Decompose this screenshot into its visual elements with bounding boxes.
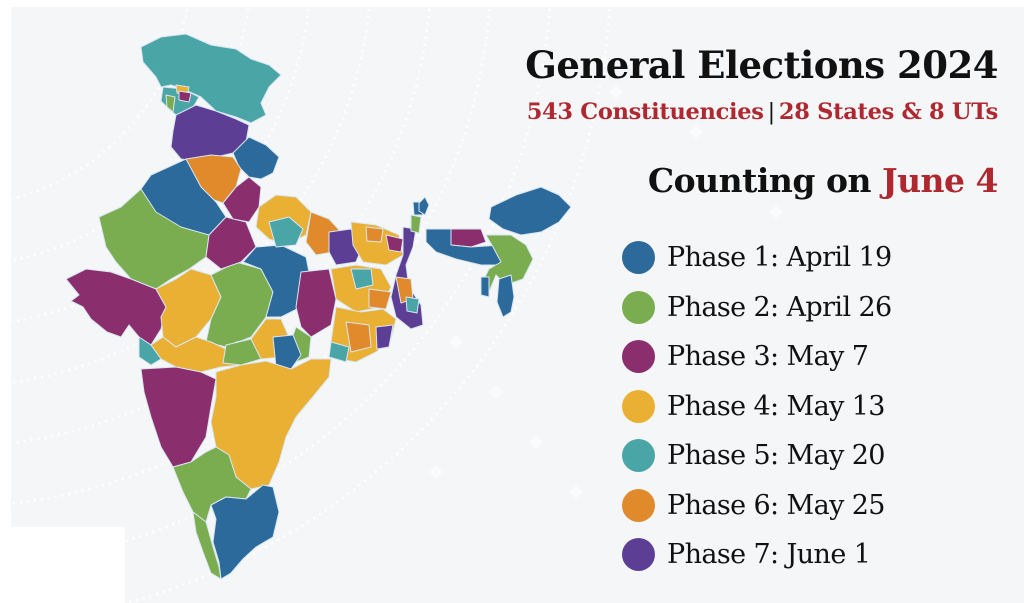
region-uttarakhand bbox=[232, 136, 280, 180]
india-phase-map bbox=[65, 33, 572, 580]
background-arcs-pattern bbox=[11, 7, 784, 603]
region-mp-east bbox=[242, 244, 312, 318]
corner-whitespace bbox=[11, 527, 125, 603]
subtitle-separator: | bbox=[767, 99, 776, 125]
region-maharashtra-west bbox=[140, 366, 217, 468]
legend-item-phase-7: Phase 7: June 1 bbox=[622, 530, 892, 580]
region-chhattisgarh bbox=[295, 268, 337, 338]
legend-item-phase-1: Phase 1: April 19 bbox=[622, 233, 892, 283]
phase-7-color-dot-icon bbox=[622, 538, 655, 572]
legend-item-phase-5: Phase 5: May 20 bbox=[622, 431, 892, 481]
region-northeast-arunachal bbox=[488, 186, 572, 236]
legend-label: Phase 7: June 1 bbox=[667, 539, 871, 571]
legend-item-phase-6: Phase 6: May 25 bbox=[622, 481, 892, 531]
region-northeast-tripura bbox=[480, 276, 490, 298]
region-tamil-nadu bbox=[210, 484, 280, 580]
region-up-east-teal bbox=[268, 216, 304, 248]
region-bihar bbox=[350, 221, 404, 266]
legend-label: Phase 1: April 19 bbox=[667, 242, 892, 274]
phase-5-color-dot-icon bbox=[622, 439, 655, 473]
constituency-count: 543 Constituencies bbox=[526, 99, 764, 125]
legend-item-phase-3: Phase 3: May 7 bbox=[622, 332, 892, 382]
region-mp-central bbox=[205, 261, 274, 348]
counting-prefix: Counting on bbox=[647, 161, 872, 200]
region-mp-north bbox=[205, 216, 257, 270]
legend-item-phase-4: Phase 4: May 13 bbox=[622, 382, 892, 432]
phase-2-color-dot-icon bbox=[622, 290, 655, 324]
legend-label: Phase 2: April 26 bbox=[667, 291, 892, 323]
legend-label: Phase 6: May 25 bbox=[667, 489, 885, 521]
phase-4-color-dot-icon bbox=[622, 389, 655, 423]
region-mp-west bbox=[155, 268, 222, 348]
phase-3-color-dot-icon bbox=[622, 340, 655, 374]
counting-date-heading: Counting on June 4 bbox=[647, 161, 999, 200]
counting-date: June 4 bbox=[881, 161, 999, 200]
region-jammu-kashmir bbox=[140, 33, 282, 124]
region-rajasthan-south bbox=[98, 188, 210, 290]
phase-6-color-dot-icon bbox=[622, 488, 655, 522]
region-sikkim bbox=[418, 196, 430, 216]
region-northeast-meghalaya-manipur bbox=[480, 234, 534, 293]
legend-label: Phase 3: May 7 bbox=[667, 341, 869, 373]
states-uts-count: 28 States & 8 UTs bbox=[778, 99, 998, 125]
page-title: General Elections 2024 bbox=[525, 43, 998, 87]
page-subtitle: 543 Constituencies | 28 States & 8 UTs bbox=[526, 99, 999, 125]
infographic-canvas: General Elections 2024 543 Constituencie… bbox=[11, 7, 1024, 603]
region-northeast-mizoram bbox=[496, 274, 515, 318]
legend-label: Phase 4: May 13 bbox=[667, 390, 885, 422]
phase-legend: Phase 1: April 19 Phase 2: April 26 Phas… bbox=[622, 233, 892, 580]
legend-item-phase-2: Phase 2: April 26 bbox=[622, 283, 892, 333]
phase-1-color-dot-icon bbox=[622, 241, 655, 275]
legend-label: Phase 5: May 20 bbox=[667, 440, 885, 472]
region-northeast-assam-west bbox=[450, 228, 487, 248]
region-up-west bbox=[222, 176, 262, 223]
